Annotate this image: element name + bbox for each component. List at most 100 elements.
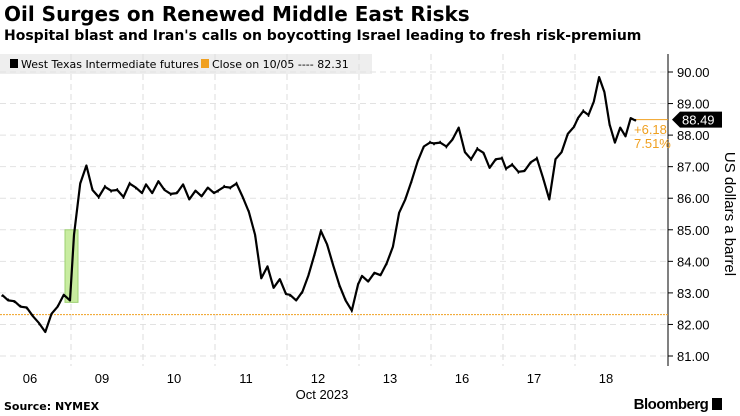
data-point: [464, 150, 466, 152]
data-point: [213, 191, 215, 193]
data-point: [501, 156, 503, 158]
y-tick-label: 82.00: [677, 317, 710, 332]
x-tick-label: 13: [383, 371, 397, 386]
x-tick-label: 11: [239, 371, 253, 386]
legend-label-close: Close on 10/05 ---- 82.31: [212, 58, 349, 71]
data-point: [523, 169, 526, 171]
data-point: [629, 118, 632, 121]
data-point: [272, 285, 275, 288]
data-point: [536, 156, 538, 158]
data-point: [433, 143, 435, 146]
data-point: [439, 140, 441, 143]
data-point: [344, 298, 347, 301]
data-point: [182, 184, 184, 187]
data-point: [194, 191, 197, 193]
x-tick-label: 06: [23, 371, 37, 386]
data-point: [85, 165, 88, 168]
data-point: [307, 273, 310, 275]
data-point: [582, 109, 585, 111]
data-point: [451, 137, 454, 140]
brand-text: Bloomberg: [633, 396, 709, 413]
data-point: [476, 146, 479, 149]
data-point: [97, 197, 100, 200]
y-tick-label: 84.00: [677, 254, 710, 269]
data-point: [1, 295, 3, 297]
data-point: [157, 181, 160, 184]
data-point: [332, 263, 335, 266]
chart-subtitle: Hospital blast and Iran's calls on boyco…: [4, 28, 642, 44]
data-point: [13, 301, 16, 304]
data-point: [416, 159, 419, 162]
data-point: [151, 191, 153, 193]
data-point: [128, 181, 131, 184]
change-abs-label: +6.18: [634, 122, 667, 137]
data-point: [410, 181, 413, 184]
data-point: [320, 228, 322, 231]
data-point: [50, 314, 53, 316]
data-point: [445, 146, 448, 149]
data-point: [429, 140, 431, 143]
data-point: [32, 314, 34, 316]
data-point: [577, 118, 579, 121]
data-point: [56, 304, 59, 307]
change-pct-label: 7.51%: [634, 136, 671, 151]
data-point: [260, 276, 263, 278]
data-point: [313, 254, 316, 256]
legend-label-wti: West Texas Intermediate futures: [21, 58, 199, 71]
data-point: [266, 266, 269, 269]
data-point: [603, 90, 606, 92]
data-point: [614, 140, 616, 143]
last-value-label: 88.49: [682, 113, 715, 128]
data-point: [79, 181, 81, 184]
data-point: [25, 307, 28, 310]
chart-title: Oil Surges on Renewed Middle East Risks: [4, 2, 470, 26]
data-point: [116, 187, 119, 190]
data-point: [385, 263, 388, 266]
legend-swatch-wti: [10, 59, 18, 68]
data-point: [91, 187, 94, 190]
data-point: [248, 210, 250, 212]
data-point: [326, 244, 328, 247]
x-tick-label: 09: [95, 371, 109, 386]
series-line-wti: [1, 76, 637, 334]
data-point: [63, 295, 65, 297]
data-point: [135, 187, 137, 190]
x-tick-label: 12: [311, 371, 325, 386]
data-point: [241, 197, 244, 200]
data-point: [73, 235, 75, 237]
data-point: [517, 172, 520, 174]
data-point: [529, 162, 532, 165]
brand-logo: Bloomberg: [634, 396, 722, 413]
data-point: [235, 181, 238, 184]
data-point: [367, 279, 369, 282]
legend-background: [0, 54, 372, 74]
data-point: [104, 184, 106, 187]
y-tick-label: 90.00: [677, 65, 710, 80]
data-point: [69, 298, 71, 301]
data-point: [398, 213, 400, 215]
data-point: [110, 191, 112, 193]
data-point: [163, 187, 166, 190]
data-point: [176, 191, 178, 193]
data-point: [598, 77, 600, 80]
data-point: [217, 191, 219, 193]
data-point: [624, 134, 627, 136]
data-point: [44, 329, 47, 332]
data-point: [567, 134, 569, 136]
y-tick-label: 86.00: [677, 191, 710, 206]
y-axis-label: US dollars a barrel: [721, 152, 738, 276]
data-point: [423, 146, 425, 149]
data-point: [608, 124, 611, 127]
data-point: [495, 159, 497, 162]
source-note: Source: NYMEX: [4, 400, 100, 413]
data-point: [301, 292, 304, 294]
data-point: [548, 197, 551, 200]
data-point: [361, 276, 363, 278]
data-point: [295, 298, 297, 301]
data-point: [357, 282, 359, 285]
y-tick-label: 83.00: [677, 286, 710, 301]
data-point: [619, 128, 621, 130]
x-tick-label: 17: [527, 371, 541, 386]
data-point: [351, 311, 353, 313]
